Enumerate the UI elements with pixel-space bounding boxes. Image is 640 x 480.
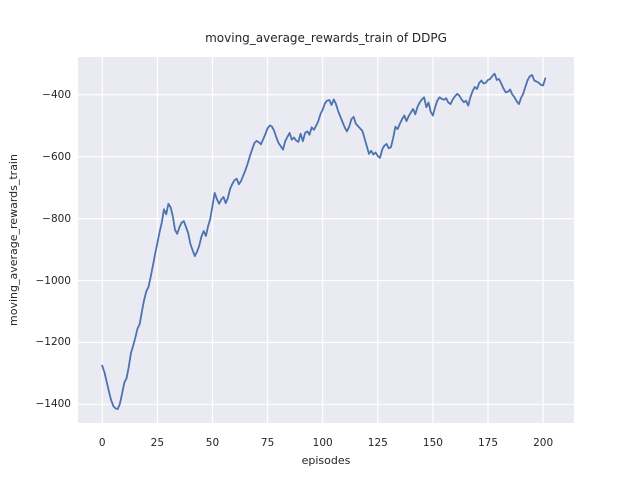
chart-title: moving_average_rewards_train of DDPG xyxy=(205,31,447,45)
y-tick-label: −1000 xyxy=(35,274,71,287)
y-tick-label: −600 xyxy=(42,150,71,163)
x-tick-label: 150 xyxy=(422,437,443,449)
y-tick-label: −1400 xyxy=(35,398,71,411)
reward-trend-line xyxy=(101,72,547,411)
x-tick-label: 175 xyxy=(477,437,499,449)
x-tick-label: 200 xyxy=(533,437,554,449)
x-tick-label: 75 xyxy=(260,437,275,449)
x-tick-label: 50 xyxy=(205,437,220,449)
y-tick-label: −800 xyxy=(42,212,71,225)
x-axis-label: episodes xyxy=(301,454,351,467)
line-chart-svg xyxy=(78,57,574,423)
x-tick-label: 100 xyxy=(312,437,333,449)
x-tick-label: 125 xyxy=(367,437,388,449)
x-tick-label: 0 xyxy=(98,437,106,449)
y-tick-label: −400 xyxy=(42,88,71,101)
x-tick-label: 25 xyxy=(150,437,165,449)
y-tick-label: −1200 xyxy=(35,336,71,349)
y-tick-labels: −400 −600 −800 −1000 −1200 −1400 xyxy=(0,0,71,480)
plot-area xyxy=(78,57,574,423)
